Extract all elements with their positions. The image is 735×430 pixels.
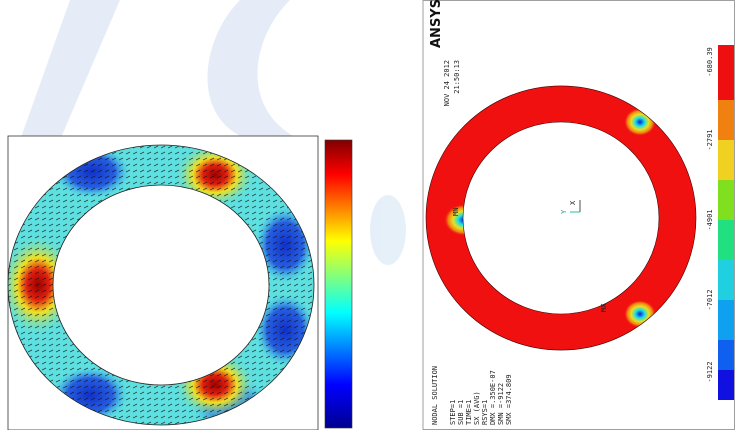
mx-label: MX <box>600 303 608 312</box>
info-line: TIME=1 <box>465 400 473 425</box>
legend-label: -4901 <box>706 209 714 230</box>
info-line: SX (AVG) <box>473 391 481 425</box>
info-line: SUB =1 <box>457 400 465 425</box>
colorbar <box>325 140 352 428</box>
info-line: STEP=1 <box>449 400 457 425</box>
time: 21:50:13 <box>453 60 461 94</box>
left-plot <box>0 130 352 430</box>
legend-label: -2791 <box>706 129 714 150</box>
legend-label: -9122 <box>706 361 714 382</box>
legend-bar <box>718 45 734 400</box>
info-line: DMX =.350E-07 <box>489 370 497 425</box>
ansys-panel: ANSYS NOV 24 2012 21:50:13 X Y MN MX NOD… <box>420 0 735 430</box>
figure: ANSYS NOV 24 2012 21:50:13 X Y MN MX NOD… <box>0 0 735 430</box>
legend-label: -680.39 <box>706 47 714 77</box>
date: NOV 24 2012 <box>443 60 451 106</box>
legend-label: -7012 <box>706 289 714 310</box>
mn-label: MN <box>452 208 460 216</box>
info-line: SMN =-9122 <box>497 383 505 425</box>
logo: ANSYS <box>429 0 444 48</box>
info-line: SMX =374.809 <box>505 374 513 425</box>
info-line: RSYS=1 <box>481 400 489 425</box>
info-line: NODAL SOLUTION <box>431 366 439 425</box>
